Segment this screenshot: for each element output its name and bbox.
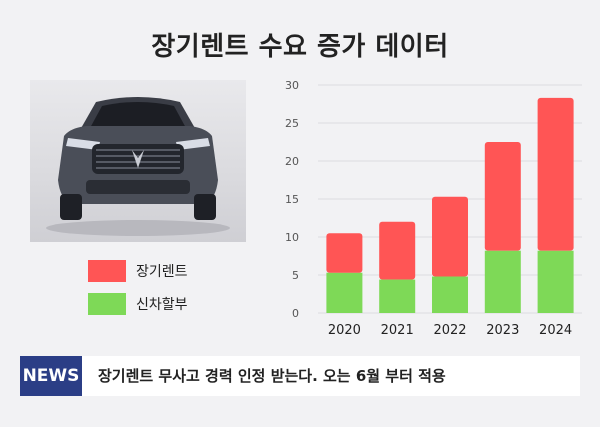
bar-new-car-installment-2024: [537, 250, 574, 313]
bar-longterm-rent-2024: [537, 97, 574, 251]
bar-new-car-installment-2021: [379, 279, 416, 313]
news-badge: NEWS: [20, 356, 82, 396]
news-banner[interactable]: NEWS 장기렌트 무사고 경력 인정 받는다. 오는 6월 부터 적용: [20, 356, 580, 396]
bar-new-car-installment-2020: [326, 272, 363, 313]
car-photo: [30, 80, 246, 242]
y-tick-label: 0: [292, 307, 299, 320]
legend-label-longterm-rent: 장기렌트: [136, 264, 188, 280]
x-tick-label: 2023: [486, 323, 519, 338]
bar-new-car-installment-2022: [432, 276, 468, 313]
legend-label-new-car-installment: 신차할부: [136, 297, 188, 313]
legend-item-longterm-rent: 장기렌트: [88, 260, 188, 282]
bar-longterm-rent-2022: [432, 196, 468, 277]
chart-area: 0 5 10 15 20 25 30 2020 2021 2022 2023 2024: [285, 79, 582, 338]
bar-longterm-rent-2023: [484, 142, 521, 251]
x-tick-label: 2024: [539, 323, 572, 338]
y-tick-label: 10: [285, 231, 299, 244]
x-tick-label: 2020: [328, 323, 361, 338]
x-tick-label: 2021: [381, 323, 414, 338]
bar-new-car-installment-2023: [484, 250, 521, 313]
news-headline[interactable]: 장기렌트 무사고 경력 인정 받는다. 오는 6월 부터 적용: [98, 367, 446, 385]
y-tick-label: 15: [285, 193, 299, 206]
legend-swatch-new-car-installment: [88, 293, 126, 315]
legend-swatch-longterm-rent: [88, 260, 126, 282]
y-tick-label: 5: [292, 269, 299, 282]
x-tick-label: 2022: [433, 323, 466, 338]
legend-item-new-car-installment: 신차할부: [88, 293, 188, 315]
bar-longterm-rent-2020: [326, 233, 363, 273]
y-tick-label: 30: [285, 79, 299, 92]
y-tick-label: 25: [285, 117, 299, 130]
page-title: 장기렌트 수요 증가 데이터: [151, 32, 449, 62]
y-tick-label: 20: [285, 155, 299, 168]
car-image: [46, 97, 230, 236]
bar-longterm-rent-2021: [379, 221, 416, 280]
